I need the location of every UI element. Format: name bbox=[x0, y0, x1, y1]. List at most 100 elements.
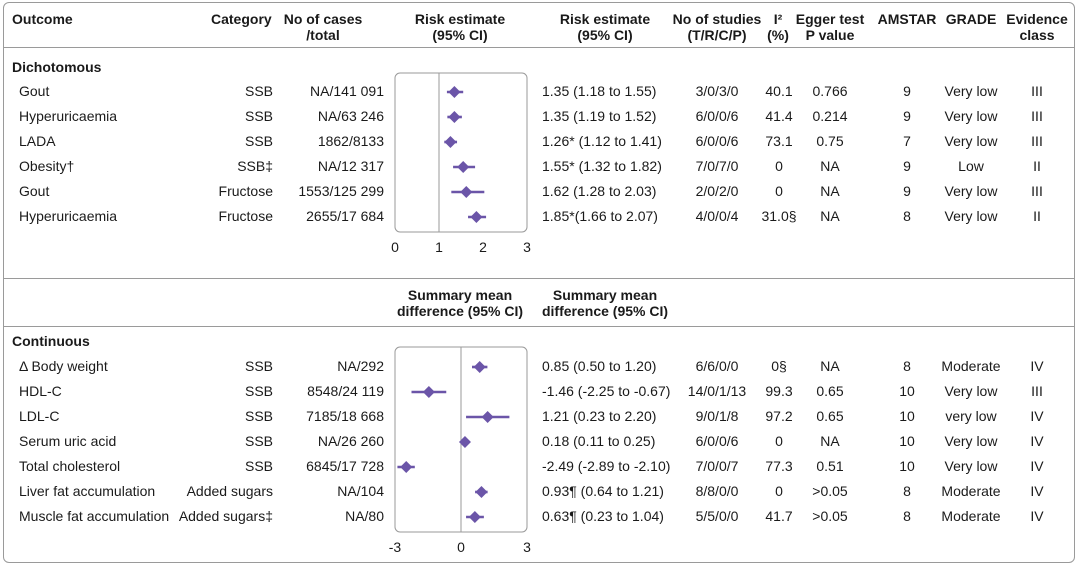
cell-egger: 0.65 bbox=[816, 408, 844, 424]
cell-cases: 7185/18 668 bbox=[306, 408, 384, 424]
estimate-marker bbox=[400, 461, 413, 473]
cell-evidence: IV bbox=[1030, 358, 1044, 374]
cell-egger: 0.65 bbox=[816, 383, 844, 399]
cell-studies: 6/0/0/6 bbox=[695, 108, 739, 124]
cell-estimate-text: 1.55* (1.32 to 1.82) bbox=[542, 158, 662, 174]
cell-i2: 0 bbox=[775, 158, 783, 174]
cell-grade: Very low bbox=[944, 383, 998, 399]
header-i2: I² (%) bbox=[767, 11, 789, 43]
header-cases: No of cases/total bbox=[283, 11, 363, 43]
estimate-marker bbox=[448, 86, 461, 98]
cell-estimate-text: 0.18 (0.11 to 0.25) bbox=[542, 433, 656, 449]
cell-amstar: 9 bbox=[903, 183, 911, 199]
cell-category: SSB bbox=[244, 458, 273, 474]
estimate-marker bbox=[481, 411, 494, 423]
cell-studies: 7/0/7/0 bbox=[695, 158, 739, 174]
cell-grade: Very low bbox=[944, 183, 998, 199]
estimate-marker bbox=[475, 486, 488, 498]
cell-cases: NA/104 bbox=[337, 483, 384, 499]
cell-outcome: Hyperuricaemia bbox=[19, 208, 118, 224]
cell-category: SSB bbox=[244, 383, 273, 399]
cell-cases: 1553/125 299 bbox=[298, 183, 384, 199]
cell-category: SSB bbox=[244, 133, 273, 149]
header-studies: No of studies (T/R/C/P) bbox=[672, 11, 762, 43]
cell-estimate-text: 1.62 (1.28 to 2.03) bbox=[542, 183, 657, 199]
cell-outcome: Gout bbox=[19, 83, 50, 99]
cell-outcome: LADA bbox=[19, 133, 56, 149]
cell-outcome: Liver fat accumulation bbox=[19, 483, 156, 499]
cell-grade: Very low bbox=[944, 208, 998, 224]
cell-amstar: 10 bbox=[899, 383, 915, 399]
cell-estimate-text: 1.85*(1.66 to 2.07) bbox=[542, 208, 658, 224]
cell-evidence: IV bbox=[1030, 433, 1044, 449]
section-dichotomous: Dichotomous bbox=[12, 59, 102, 75]
cell-evidence: IV bbox=[1030, 508, 1044, 524]
cell-i2: 77.3 bbox=[765, 458, 793, 474]
cell-egger: NA bbox=[820, 158, 840, 174]
cell-evidence: III bbox=[1031, 83, 1043, 99]
cell-i2: 31.0§ bbox=[761, 208, 797, 224]
cell-category: SSB bbox=[244, 358, 273, 374]
cell-egger: >0.05 bbox=[812, 483, 848, 499]
cell-category: Added sugars‡ bbox=[178, 508, 273, 524]
cell-grade: Very low bbox=[944, 83, 998, 99]
header-grade: GRADE bbox=[945, 11, 997, 27]
cell-studies: 4/0/0/4 bbox=[695, 208, 739, 224]
x-tick-label: 3 bbox=[523, 239, 531, 255]
cell-evidence: III bbox=[1031, 133, 1043, 149]
cell-category: SSB‡ bbox=[237, 158, 273, 174]
cell-i2: 73.1 bbox=[765, 133, 793, 149]
cell-cases: 8548/24 119 bbox=[307, 383, 384, 399]
cell-grade: Moderate bbox=[941, 508, 1001, 524]
cell-cases: NA/80 bbox=[345, 508, 384, 524]
cell-evidence: II bbox=[1033, 208, 1041, 224]
estimate-marker bbox=[444, 136, 457, 148]
cell-egger: 0.51 bbox=[816, 458, 844, 474]
cell-amstar: 10 bbox=[899, 458, 915, 474]
cell-egger: 0.75 bbox=[816, 133, 844, 149]
header-evidence: Evidence class bbox=[1006, 11, 1068, 43]
cell-outcome: Δ Body weight bbox=[19, 358, 108, 374]
cell-cases: 6845/17 728 bbox=[306, 458, 384, 474]
cell-evidence: III bbox=[1031, 183, 1043, 199]
cell-evidence: IV bbox=[1030, 458, 1044, 474]
cell-amstar: 9 bbox=[903, 158, 911, 174]
estimate-marker bbox=[473, 361, 486, 373]
cell-outcome: Hyperuricaemia bbox=[19, 108, 118, 124]
plot-box bbox=[394, 72, 528, 233]
x-tick-label: 2 bbox=[479, 239, 487, 255]
cell-cases: NA/63 246 bbox=[317, 108, 384, 124]
cell-evidence: IV bbox=[1030, 408, 1044, 424]
cell-studies: 8/8/0/0 bbox=[695, 483, 739, 499]
cell-estimate-text: 1.35 (1.18 to 1.55) bbox=[542, 83, 657, 99]
cell-grade: Very low bbox=[944, 108, 998, 124]
cell-estimate-text: 1.35 (1.19 to 1.52) bbox=[542, 108, 657, 124]
cell-egger: 0.766 bbox=[812, 83, 848, 99]
cell-studies: 9/0/1/8 bbox=[695, 408, 739, 424]
cell-grade: very low bbox=[945, 408, 997, 424]
cell-cases: NA/141 091 bbox=[310, 83, 384, 99]
cell-amstar: 9 bbox=[903, 83, 911, 99]
cell-grade: Very low bbox=[944, 458, 998, 474]
cell-category: SSB bbox=[244, 408, 273, 424]
cell-outcome: LDL-C bbox=[19, 408, 60, 424]
cell-studies: 6/0/0/6 bbox=[695, 433, 739, 449]
cell-grade: Moderate bbox=[941, 483, 1001, 499]
cell-category: Fructose bbox=[218, 208, 273, 224]
cell-outcome: Gout bbox=[19, 183, 50, 199]
cell-cases: NA/292 bbox=[337, 358, 384, 374]
cell-category: SSB bbox=[244, 108, 273, 124]
cell-amstar: 10 bbox=[899, 408, 915, 424]
cell-grade: Low bbox=[958, 158, 984, 174]
cell-estimate-text: 0.93¶ (0.64 to 1.21) bbox=[542, 483, 664, 499]
estimate-marker bbox=[457, 161, 470, 173]
x-tick-label: 0 bbox=[457, 539, 465, 555]
cell-outcome: HDL-C bbox=[19, 383, 62, 399]
cell-studies: 7/0/0/7 bbox=[695, 458, 739, 474]
cell-amstar: 8 bbox=[903, 508, 911, 524]
cell-egger: NA bbox=[820, 208, 840, 224]
cell-i2: 0§ bbox=[771, 358, 787, 374]
mid-header-divider bbox=[3, 326, 1075, 327]
cell-category: SSB bbox=[244, 433, 273, 449]
